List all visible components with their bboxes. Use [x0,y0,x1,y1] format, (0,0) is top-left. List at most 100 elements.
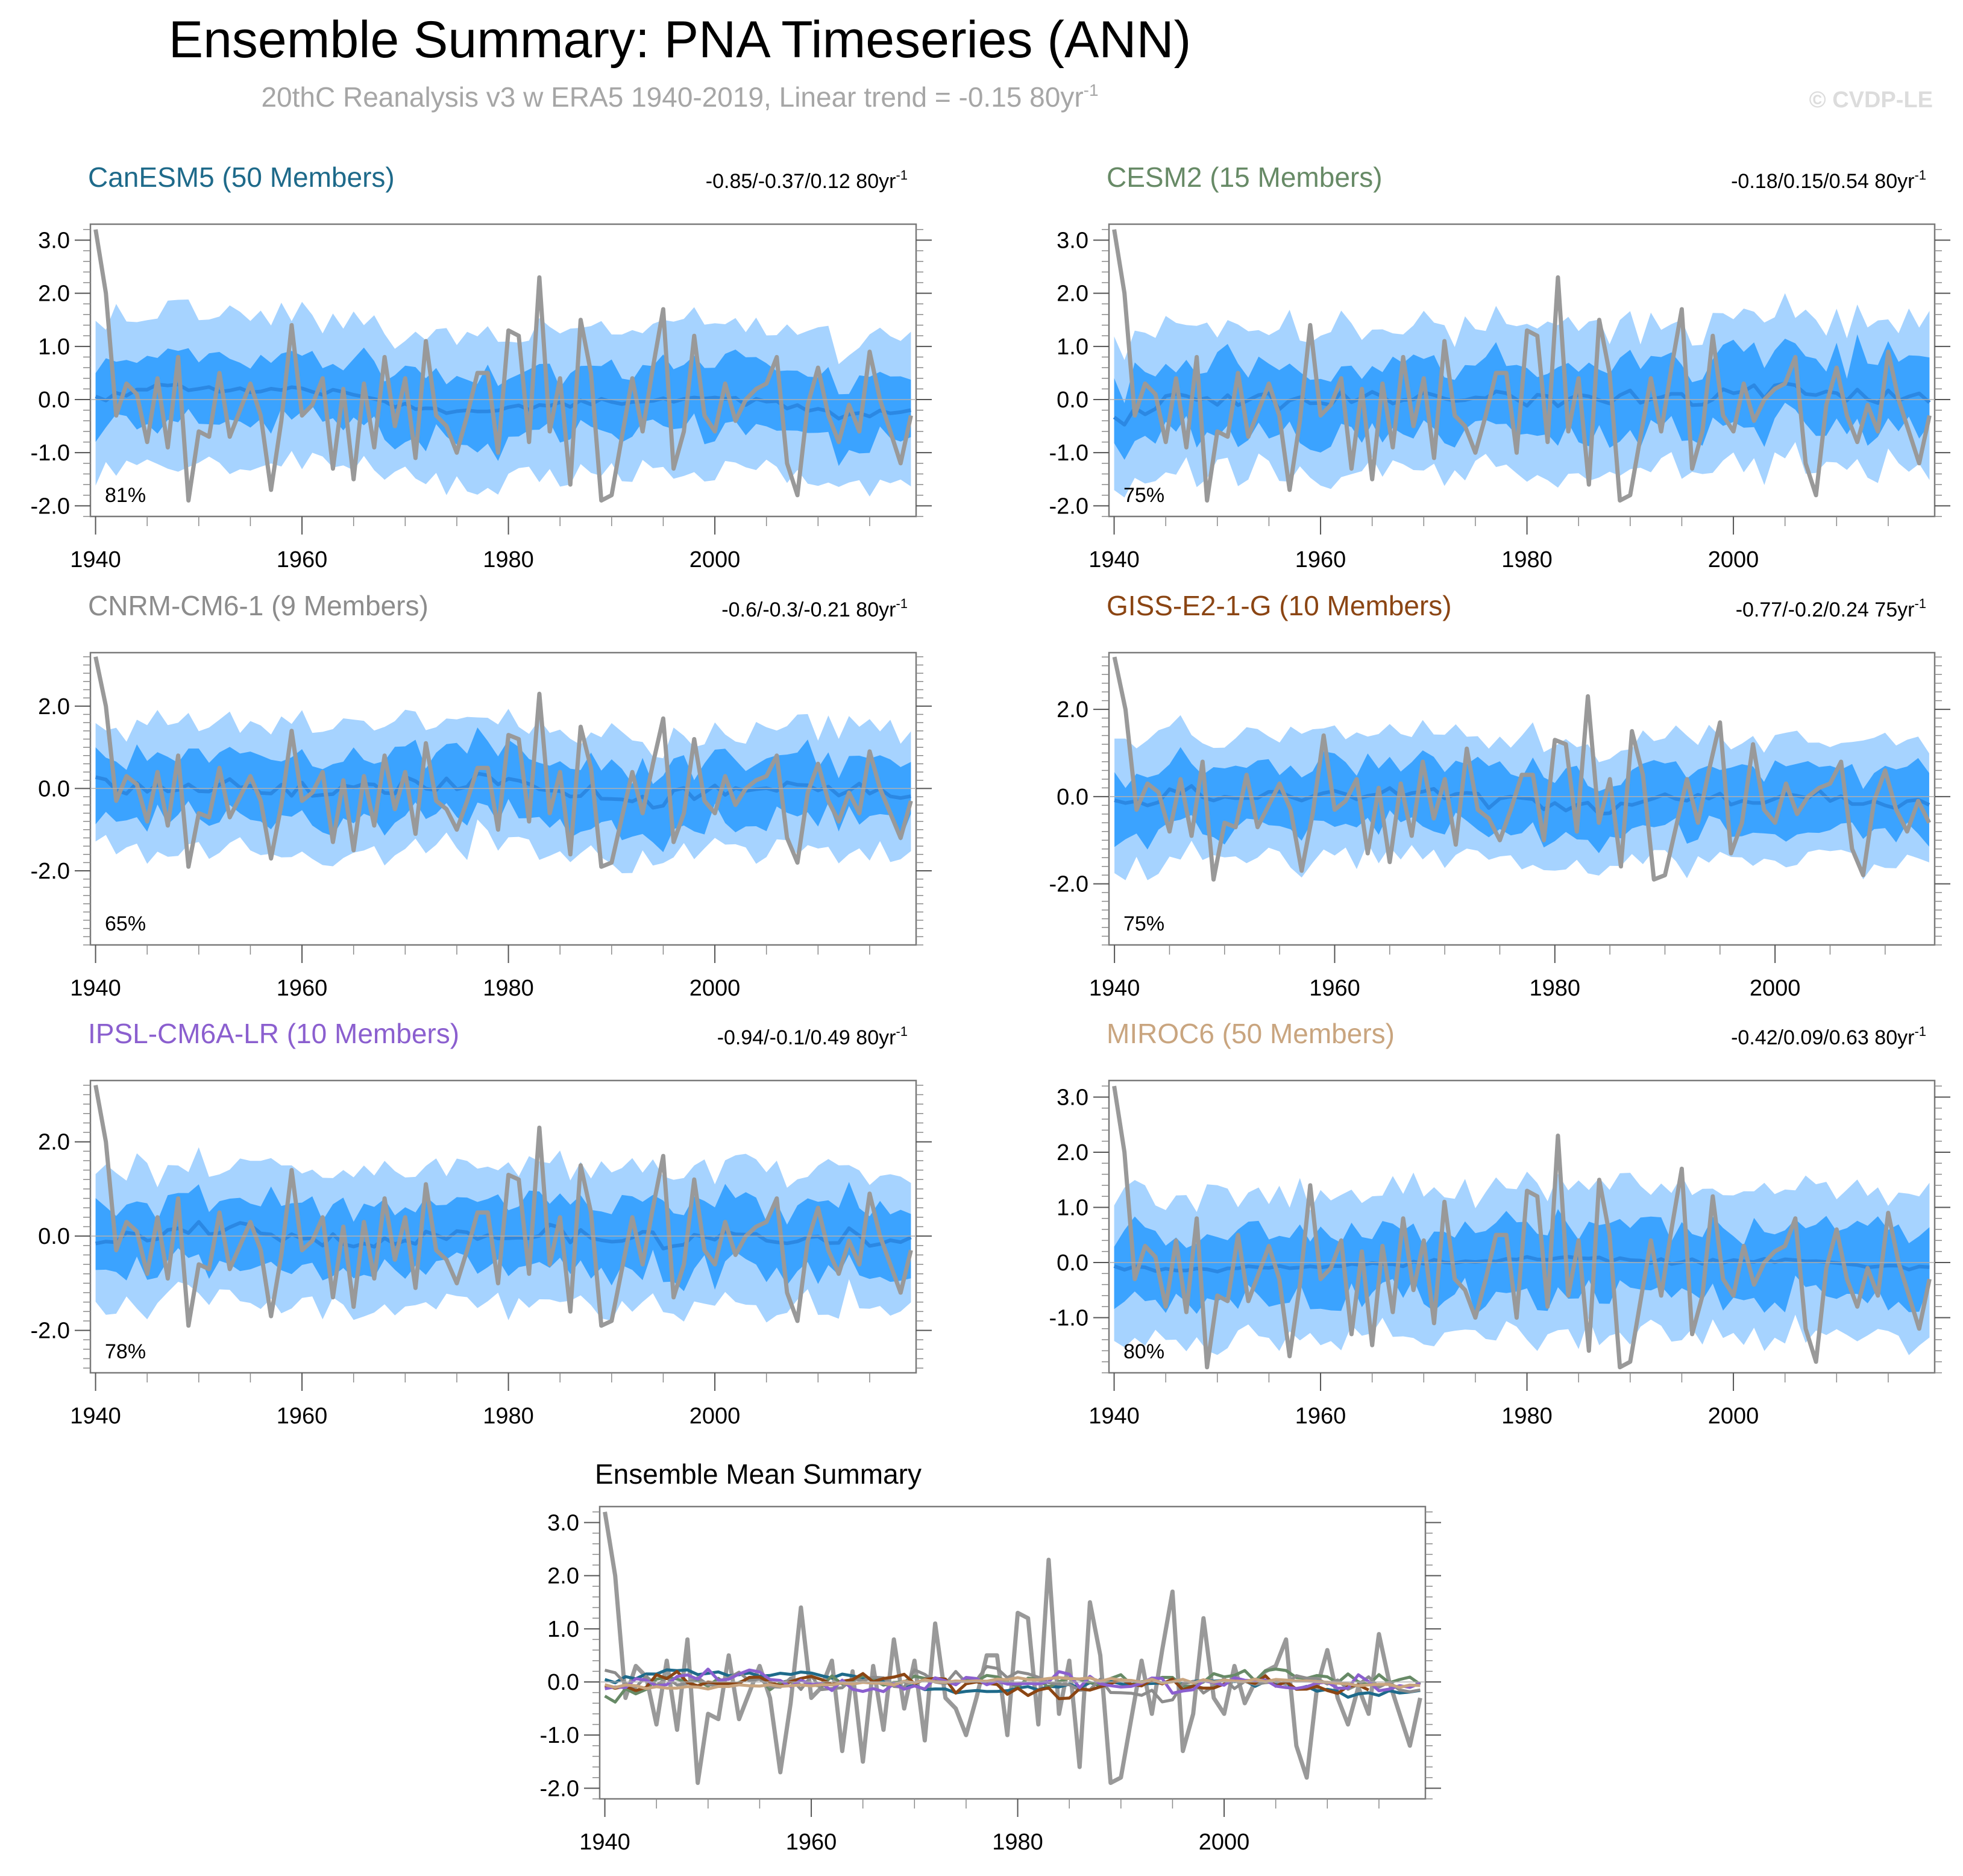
x-tick-label: 1960 [1295,1404,1346,1429]
y-tick-label: 2.0 [1057,697,1088,723]
panel-ipsl-cm6a-lr: -2.0 0.0 2.0 1940 1960 1980 2000 IPSL-CM6A-LR (… [31,1018,932,1429]
y-tick-label: 2.0 [38,1130,70,1155]
trend-label: -0.77/-0.2/0.24 75yr-1 [1736,596,1926,621]
y-tick-label: 0.0 [38,776,70,802]
y-tick-label: 1.0 [1057,334,1088,360]
observed-line [1112,229,1932,503]
plot-frame [89,651,917,946]
x-tick-label: 2000 [1708,547,1759,573]
trend-label: -0.18/0.15/0.54 80yr-1 [1731,168,1926,193]
trend-unit-sup: -1 [1914,596,1926,611]
observed-line [93,656,913,869]
x-tick-label: 1940 [70,976,121,1001]
x-tick-label: 1960 [1295,547,1346,573]
trend-label: -0.85/-0.37/0.12 80yr-1 [706,168,908,193]
observed-line [93,1085,913,1328]
y-tick-label: 0.0 [1057,785,1088,810]
panel-title: Ensemble Mean Summary [595,1458,922,1490]
panel-title: IPSL-CM6A-LR (10 Members) [88,1018,459,1049]
x-tick-label: 2000 [689,976,741,1001]
y-tick-label: -1.0 [1049,441,1088,466]
y-tick-label: 2.0 [1057,281,1088,307]
watermark: © CVDP-LE [1809,87,1933,113]
panel-summary: Ensemble Mean Summary -2.0 -1.0 0.0 1.0 2.0 3.… [540,1458,1441,1855]
y-tick-label: -2.0 [31,1319,70,1344]
x-tick-label: 1980 [483,1404,534,1429]
x-tick-label: 1940 [1089,976,1140,1001]
trend-unit-sup: -1 [896,168,908,183]
panel-title: CNRM-CM6-1 (9 Members) [88,590,429,621]
x-tick-label: 1960 [277,1404,328,1429]
trend-label: -0.42/0.09/0.63 80yr-1 [1731,1024,1926,1049]
plot-frame [1108,651,1936,946]
percent-label: 65% [105,912,146,935]
panel-title: CESM2 (15 Members) [1107,162,1383,193]
x-tick-label: 1940 [579,1830,630,1855]
y-tick-label: 3.0 [1057,1085,1088,1110]
trend-value: -0.94/-0.1/0.49 80yr [717,1026,896,1049]
x-tick-label: 1980 [1501,1404,1553,1429]
figure-subtitle: 20thC Reanalysis v3 w ERA5 1940-2019, Li… [261,81,1098,113]
y-tick-label: 2.0 [1057,1140,1088,1165]
x-tick-label: 1960 [1309,976,1360,1001]
x-tick-label: 2000 [689,1404,741,1429]
plot-frame [1108,1079,1936,1374]
figure-subtitle-main: 20thC Reanalysis v3 w ERA5 1940-2019, Li… [261,81,1083,113]
x-tick-label: 2000 [1708,1404,1759,1429]
percent-label: 81% [105,484,146,507]
trend-label: -0.94/-0.1/0.49 80yr-1 [717,1024,908,1049]
panel-cesm2: -2.0 -1.0 0.0 1.0 2.0 3.0 1940 1960 1980 2000 CESM… [1049,162,1950,573]
y-tick-label: -1.0 [31,441,70,466]
y-tick-label: 0.0 [38,1224,70,1249]
plot-frame [1108,223,1936,518]
panel-miroc6: -1.0 0.0 1.0 2.0 3.0 1940 1960 1980 2000 MIROC6 (… [1049,1018,1950,1429]
percent-label: 80% [1123,1340,1164,1363]
trend-value: -0.6/-0.3/-0.21 80yr [721,598,896,621]
trend-label: -0.6/-0.3/-0.21 80yr-1 [721,596,908,621]
trend-unit-sup: -1 [896,596,908,611]
percent-label: 75% [1123,912,1164,935]
observed-line [1112,1085,1932,1370]
x-tick-label: 1940 [1088,1404,1140,1429]
y-tick-label: 1.0 [38,334,70,360]
x-tick-label: 1980 [1501,547,1553,573]
panel-cnrm-cm6-1: -2.0 0.0 2.0 1940 1960 1980 2000 CNRM-CM6-1 (9 … [31,590,932,1001]
trend-value: -0.18/0.15/0.54 80yr [1731,170,1914,193]
y-tick-label: 0.0 [38,387,70,413]
trend-value: -0.42/0.09/0.63 80yr [1731,1026,1914,1049]
y-tick-label: -2.0 [1049,872,1088,897]
y-tick-label: 2.0 [38,281,70,307]
x-tick-label: 1960 [277,976,328,1001]
observed-line [1112,656,1932,882]
y-tick-label: 0.0 [1057,1250,1088,1276]
y-tick-label: 2.0 [547,1564,579,1589]
figure-subtitle-sup: -1 [1084,81,1099,99]
x-tick-label: 1940 [1088,547,1140,573]
y-tick-label: -1.0 [1049,1305,1088,1331]
ens-mean-ipsl-cm6a-lr [605,1667,1421,1695]
figure-title: Ensemble Summary: PNA Timeseries (ANN) [169,11,1192,69]
x-tick-label: 2000 [1199,1830,1250,1855]
y-tick-label: 2.0 [38,694,70,720]
y-tick-label: 3.0 [1057,228,1088,253]
trend-unit-sup: -1 [896,1024,908,1039]
y-tick-label: 0.0 [1057,387,1088,413]
y-tick-label: 1.0 [547,1617,579,1642]
trend-unit-sup: -1 [1914,1024,1926,1039]
x-tick-label: 1980 [992,1830,1043,1855]
x-tick-label: 1940 [70,1404,121,1429]
observed-line [603,1511,1422,1785]
x-tick-label: 1960 [786,1830,837,1855]
ens-mean-miroc6 [604,1676,1421,1691]
plot-frame [598,1505,1427,1800]
panel-title: MIROC6 (50 Members) [1107,1018,1395,1049]
plot-frame [89,223,917,518]
y-tick-label: -2.0 [1049,494,1088,519]
observed-line [93,229,913,503]
x-tick-label: 2000 [1750,976,1801,1001]
trend-value: -0.77/-0.2/0.24 75yr [1736,598,1915,621]
panel-title: CanESM5 (50 Members) [88,162,395,193]
y-tick-label: 3.0 [547,1510,579,1536]
x-tick-label: 1940 [70,547,121,573]
